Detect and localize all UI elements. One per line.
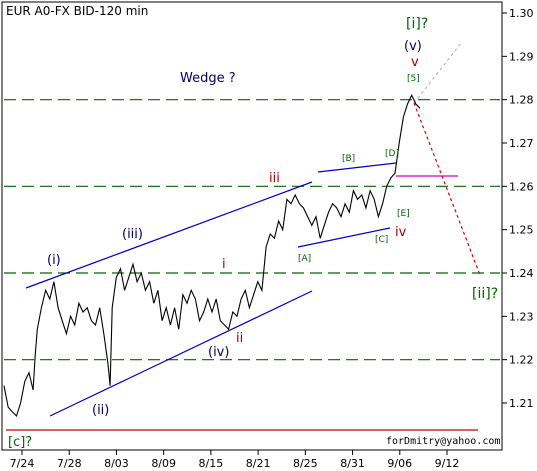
x-tick-label: 8/31 (340, 457, 365, 470)
wave-ii-paren-label: (ii) (92, 403, 109, 418)
y-tick-label: 1.29 (509, 50, 534, 63)
wave-c-bracket-label: [c]? (8, 435, 32, 450)
wave-i-paren-label: (i) (47, 253, 61, 268)
y-tick-label: 1.26 (509, 180, 534, 193)
x-tick-label: 9/12 (435, 457, 460, 470)
chart-title: EUR A0-FX BID-120 min (6, 4, 148, 18)
x-tick-label: 8/03 (104, 457, 129, 470)
wave-D-label: [D] (385, 149, 399, 159)
wave-A-label: [A] (298, 254, 311, 264)
price-series-line (3, 94, 421, 418)
y-tick-label: 1.25 (509, 224, 534, 237)
x-tick-label: 9/06 (387, 457, 412, 470)
y-tick-label: 1.28 (509, 94, 534, 107)
wave-small-i-label: i (222, 257, 226, 272)
x-tick-label: 8/25 (293, 457, 318, 470)
plot-frame (1, 1, 503, 451)
y-tick-label: 1.21 (509, 397, 534, 410)
y-tick-label: 1.24 (509, 267, 534, 280)
wave-small-iii-label: iii (269, 171, 280, 186)
wave-5-label: [5] (407, 74, 420, 84)
x-tick-label: 8/21 (246, 457, 271, 470)
wave-ii-bracket-label: [ii]? (472, 286, 498, 302)
wave-E-label: [E] (397, 209, 410, 219)
watermark-text: forDmitry@yahoo.com (386, 436, 500, 447)
wave-small-iv-label: iv (395, 225, 407, 240)
projection-up-line (413, 41, 463, 104)
wave-iv-paren-label: (iv) (208, 345, 229, 360)
wedge-upper-line (317, 162, 397, 173)
wedge-lower-line (297, 227, 391, 248)
y-tick-label: 1.27 (509, 137, 534, 150)
channel-upper-line (25, 181, 313, 289)
y-tick-label: 1.23 (509, 310, 534, 323)
wave-iii-paren-label: (iii) (122, 227, 143, 242)
x-tick-label: 7/24 (10, 457, 35, 470)
y-tick-label: 1.30 (509, 7, 534, 20)
wave-i-bracket-label: [i]? (406, 16, 428, 32)
x-tick-label: 7/28 (57, 457, 82, 470)
wave-C-label: [C] (375, 235, 388, 245)
x-tick-label: 8/09 (151, 457, 176, 470)
y-tick-label: 1.22 (509, 354, 534, 367)
wedge-label: Wedge ? (180, 71, 236, 86)
wave-v-paren-label: (v) (404, 39, 422, 54)
wave-small-v-label: v (411, 55, 419, 70)
projection-down-line (413, 102, 481, 276)
wave-small-ii-label: ii (236, 331, 243, 346)
channel-lower-line (49, 290, 313, 417)
wave-B-label: [B] (342, 154, 355, 164)
x-tick-label: 8/15 (199, 457, 224, 470)
